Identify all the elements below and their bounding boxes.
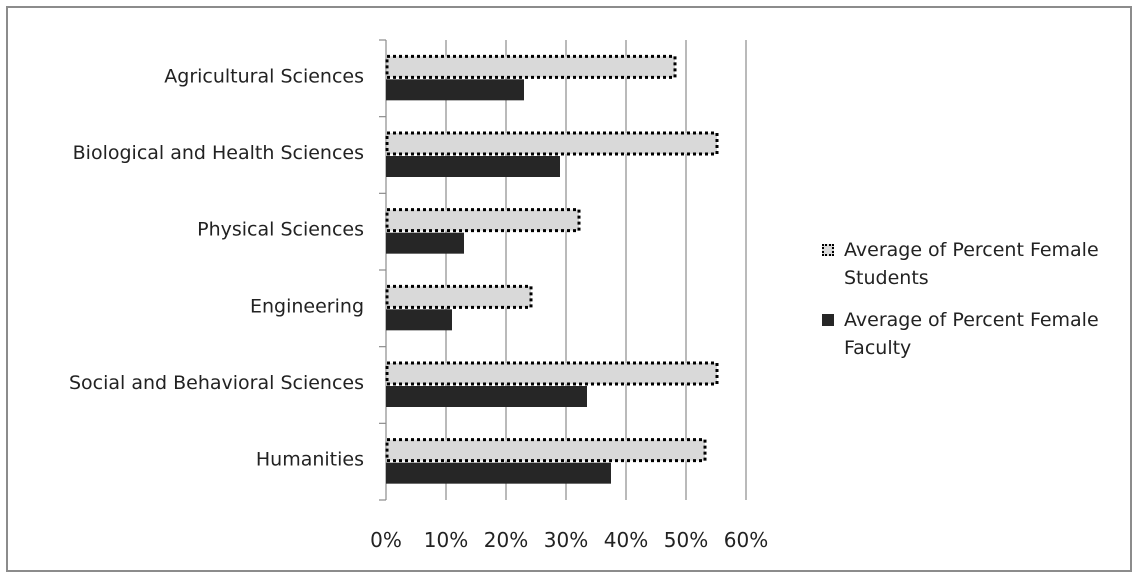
bar-students [385,54,677,79]
bar-faculty [386,386,587,407]
bar-students [385,131,719,156]
category-label: Social and Behavioral Sciences [69,372,364,394]
category-label: Agricultural Sciences [164,65,364,87]
legend-label-students: Average of Percent Female Students [844,239,1099,289]
x-tick-label: 20% [484,528,528,552]
x-tick-label: 40% [604,528,648,552]
bar-chart: 0% 10% 20% 30% 40% 50% 60% Agricultural Science… [69,39,768,552]
legend: Average of Percent Female Students Avera… [818,236,1140,376]
legend-swatch-faculty [822,314,834,326]
x-tick-label: 50% [664,528,708,552]
bar-faculty [386,79,524,101]
legend-item-faculty: Average of Percent Female Faculty [818,306,1140,362]
x-tick-label: 10% [424,528,468,552]
category-label: Physical Sciences [197,219,364,241]
category-label: Engineering [250,295,364,317]
bar-students [385,361,719,386]
category-label: Humanities [256,449,364,471]
bar-faculty [386,309,452,331]
legend-item-students: Average of Percent Female Students [818,236,1140,292]
bar-students [385,284,533,309]
category-label: Biological and Health Sciences [73,142,364,164]
chart-frame: 0% 10% 20% 30% 40% 50% 60% Agricultural Science… [6,6,1132,572]
bar-faculty [386,156,560,177]
bar-students [385,438,707,463]
x-tick-label: 30% [544,528,588,552]
x-tick-label: 0% [370,528,402,552]
bar-faculty [386,462,611,484]
bar-students [385,208,581,233]
x-tick-label: 60% [724,528,768,552]
legend-swatch-students [822,244,834,256]
legend-label-faculty: Average of Percent Female Faculty [844,309,1099,359]
bar-faculty [386,232,464,254]
